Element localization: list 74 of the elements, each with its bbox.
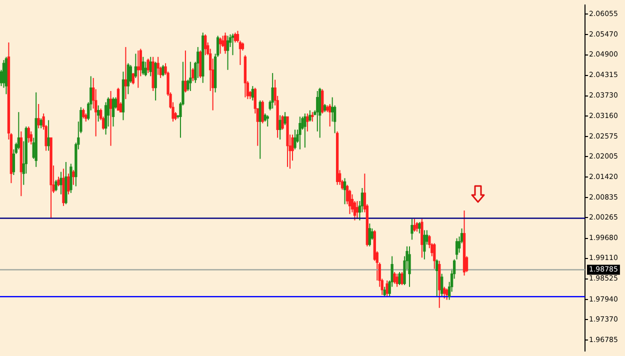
candlestick — [144, 61, 147, 77]
candlestick — [418, 222, 421, 234]
candlestick — [40, 118, 42, 129]
candlestick — [368, 223, 371, 247]
candlestick — [57, 176, 60, 187]
candlestick — [416, 222, 418, 232]
candlestick — [440, 273, 444, 298]
candlestick — [328, 103, 332, 127]
candlestick — [308, 110, 312, 122]
candlestick — [70, 163, 72, 194]
candlestick — [348, 189, 352, 215]
candlestick — [189, 61, 192, 92]
candlestick — [124, 46, 128, 100]
candlestick — [386, 280, 388, 298]
candlestick — [134, 53, 137, 78]
candlestick — [146, 58, 150, 74]
candlestick — [433, 242, 436, 270]
candlestick — [410, 218, 414, 240]
candlestick — [278, 114, 282, 140]
candlestick — [298, 116, 302, 150]
candlestick — [261, 100, 264, 124]
candlestick — [343, 178, 346, 205]
candlestick — [116, 87, 120, 111]
candlestick — [304, 112, 306, 148]
candlestick — [281, 114, 284, 130]
candlestick — [129, 64, 132, 84]
candlestick — [82, 108, 85, 119]
candlestick — [393, 272, 396, 284]
candlestick — [192, 68, 194, 82]
candlestick — [423, 230, 426, 260]
candlestick — [420, 218, 424, 258]
candlestick — [149, 56, 152, 77]
candlestick — [54, 179, 58, 192]
candlestick — [112, 96, 115, 127]
candlestick — [60, 171, 62, 195]
candlestick — [231, 33, 234, 56]
candlestick — [132, 72, 135, 85]
candlestick — [251, 86, 254, 101]
candlestick — [311, 112, 314, 122]
candlestick — [455, 238, 458, 260]
candlestick — [218, 37, 222, 54]
candlestick — [413, 218, 416, 232]
candlestick — [436, 258, 438, 298]
candlestick — [17, 112, 20, 150]
candlestick — [109, 90, 112, 146]
candlestick — [224, 32, 227, 54]
candlestick — [184, 50, 187, 93]
candlestick — [204, 34, 207, 56]
candlestick — [97, 104, 100, 122]
candlestick — [284, 112, 286, 126]
candlestick — [400, 272, 404, 286]
candlestick — [396, 273, 398, 288]
candlestick — [408, 246, 411, 288]
candlestick — [398, 272, 401, 286]
candlestick — [446, 288, 448, 300]
candlestick — [321, 88, 324, 114]
candlestick — [294, 129, 296, 150]
candlestick — [443, 286, 446, 299]
candlestick — [126, 62, 130, 95]
candlestick — [306, 112, 309, 132]
candlestick — [104, 102, 108, 136]
candlestick — [258, 100, 262, 160]
candlestick — [234, 32, 237, 43]
candlestick — [67, 173, 70, 195]
candlestick — [226, 35, 230, 70]
candlestick — [47, 120, 50, 152]
candlestick — [162, 64, 164, 77]
candlestick — [156, 56, 160, 76]
candlestick — [383, 286, 386, 298]
candlestick — [30, 130, 32, 145]
candlestick — [142, 56, 144, 76]
candlestick — [27, 126, 30, 144]
candlestick — [356, 200, 359, 220]
candlestick — [72, 170, 75, 186]
